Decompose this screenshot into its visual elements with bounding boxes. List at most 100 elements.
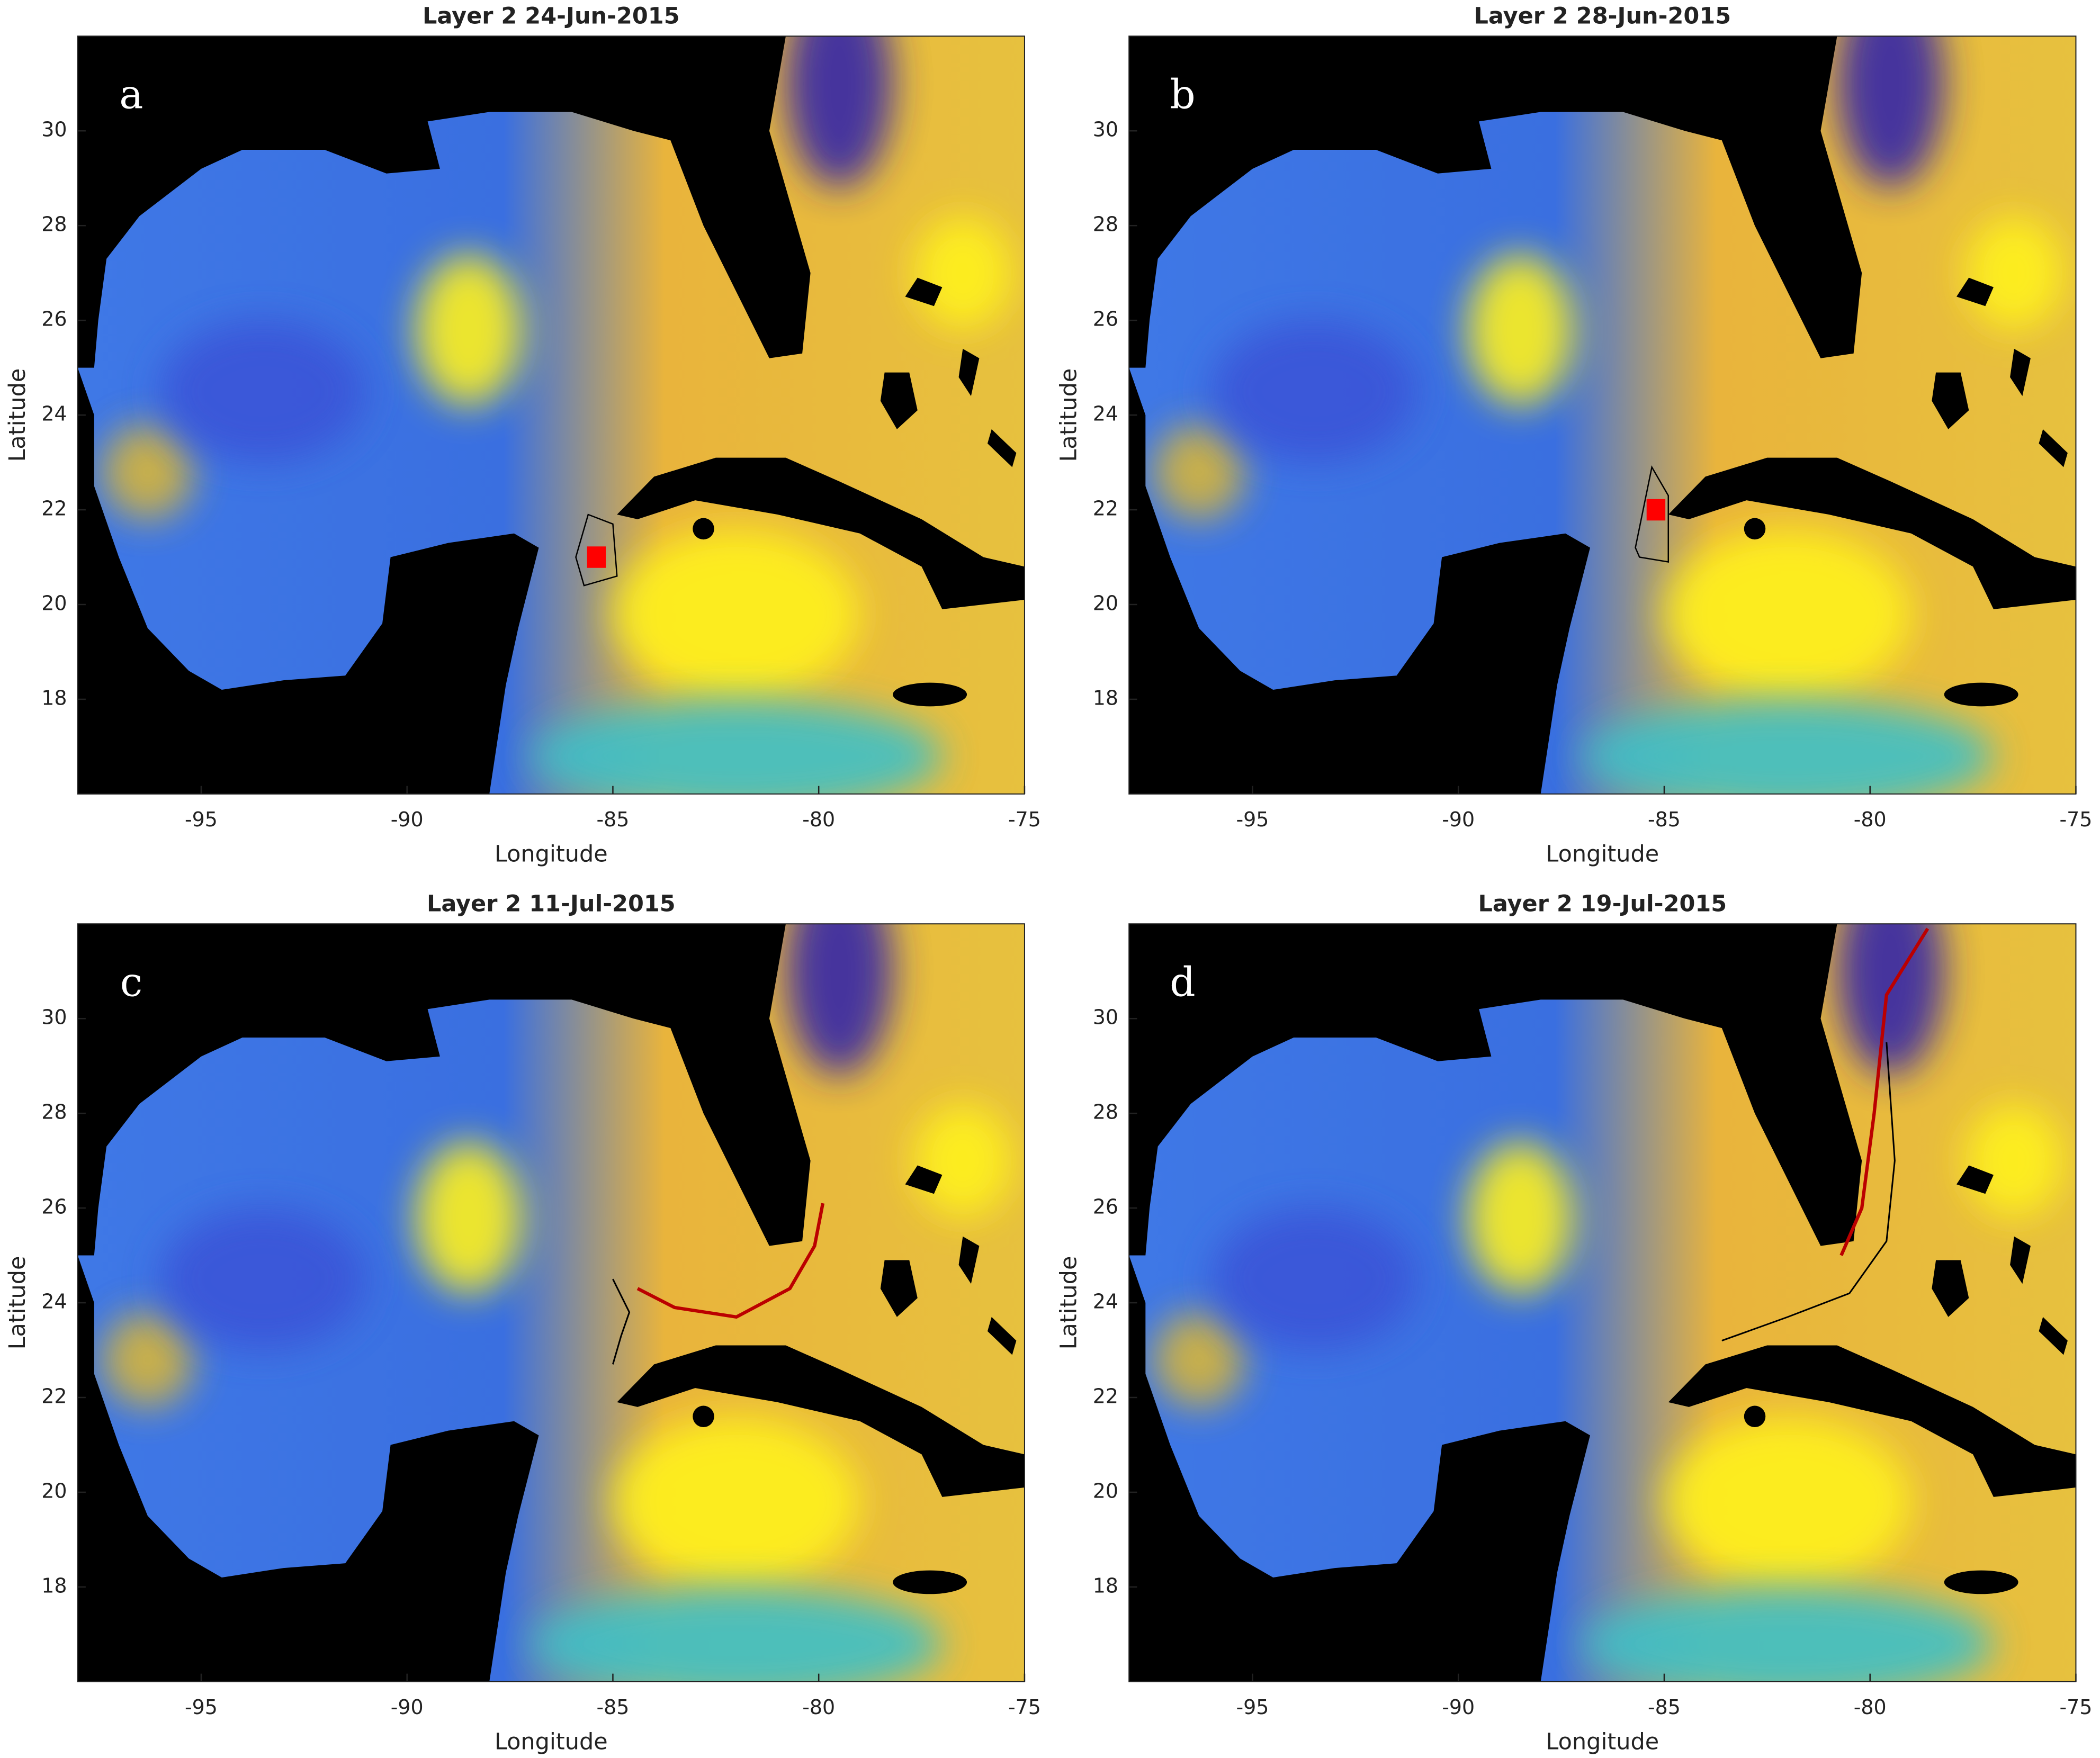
ocean-feature <box>1964 1104 2064 1218</box>
y-tick-label: 30 <box>41 118 67 141</box>
tracer <box>636 1203 825 1319</box>
x-tick-label: -85 <box>1648 1696 1681 1719</box>
x-tick-label: -85 <box>1648 808 1681 831</box>
panel-letter: c <box>120 959 142 1006</box>
land <box>880 372 918 429</box>
panel-title: Layer 2 24-Jun-2015 <box>423 3 680 29</box>
y-axis-label: Latitude <box>1055 368 1082 462</box>
x-tick-label: -90 <box>391 1696 424 1719</box>
land <box>693 518 714 540</box>
y-tick-label: 26 <box>1093 1195 1118 1219</box>
ocean-feature <box>102 424 193 519</box>
map-area <box>1129 36 2076 794</box>
panel-letter: b <box>1170 71 1196 118</box>
x-tick-label: -95 <box>185 1696 218 1719</box>
land <box>77 1255 539 1682</box>
panel-title: Layer 2 11-Jul-2015 <box>427 890 676 917</box>
ocean-feature <box>1964 216 2064 330</box>
map-panel: -95 -90 -85 -80 -75 18 20 22 24 26 28 30 Layer 2 24-… <box>4 3 1041 868</box>
y-tick-label: 24 <box>1093 1290 1118 1313</box>
y-axis-label: Latitude <box>4 368 31 462</box>
land <box>958 1236 980 1284</box>
y-tick-label: 20 <box>41 1479 67 1502</box>
x-axis-label: Longitude <box>1546 841 1659 868</box>
contour <box>1635 465 1670 563</box>
x-tick-label: -85 <box>596 808 629 831</box>
ocean-feature <box>1466 1141 1574 1294</box>
x-tick-label: -80 <box>802 1696 835 1719</box>
x-tick-label: -95 <box>1236 1696 1269 1719</box>
ocean-feature <box>1582 1586 1994 1682</box>
y-tick-label: 18 <box>1093 686 1118 709</box>
land <box>880 1260 918 1317</box>
tracer <box>1646 499 1666 521</box>
contour <box>1721 1042 1896 1342</box>
contour <box>575 513 618 587</box>
y-tick-label: 18 <box>1093 1574 1118 1597</box>
land <box>617 1345 1025 1497</box>
ocean-feature <box>1153 1312 1244 1407</box>
y-axis-label: Latitude <box>4 1256 31 1350</box>
y-tick-label: 22 <box>41 497 67 520</box>
land <box>893 682 967 707</box>
ocean-feature <box>1837 36 1944 188</box>
x-tick-label: -75 <box>1008 1696 1041 1719</box>
y-tick-label: 24 <box>41 1290 67 1313</box>
land <box>987 1317 1017 1355</box>
land <box>2039 1317 2068 1355</box>
land <box>2010 348 2031 396</box>
ocean-feature <box>102 1312 193 1407</box>
panel-title: Layer 2 19-Jul-2015 <box>1478 890 1727 917</box>
land <box>958 348 980 396</box>
ocean-feature <box>1211 1208 1417 1350</box>
panel-title: Layer 2 28-Jun-2015 <box>1474 3 1731 29</box>
land <box>2039 429 2068 467</box>
x-tick-label: -90 <box>391 808 424 831</box>
ocean-feature <box>1664 528 1911 699</box>
ocean-feature <box>1211 320 1417 463</box>
map-panel: -95 -90 -85 -80 -75 18 20 22 24 26 28 30 Layer 2 11-… <box>4 890 1041 1755</box>
y-tick-label: 20 <box>41 591 67 615</box>
land <box>1944 1570 2018 1594</box>
ocean-feature <box>1582 699 1994 794</box>
land <box>77 36 811 368</box>
y-tick-label: 26 <box>41 308 67 331</box>
y-tick-label: 18 <box>41 686 67 709</box>
ocean-feature <box>786 924 893 1076</box>
panel-letter: d <box>1170 959 1196 1006</box>
ocean-feature <box>613 528 860 699</box>
y-tick-label: 18 <box>41 1574 67 1597</box>
x-axis-label: Longitude <box>495 841 608 868</box>
land <box>1744 518 1766 540</box>
y-tick-label: 22 <box>1093 497 1118 520</box>
land <box>1129 36 1862 368</box>
x-tick-label: -85 <box>596 1696 629 1719</box>
land <box>1744 1405 1766 1428</box>
land <box>693 1405 714 1428</box>
x-tick-label: -75 <box>2059 808 2092 831</box>
x-tick-label: -80 <box>1854 808 1887 831</box>
land <box>987 429 1017 467</box>
y-axis-label: Latitude <box>1055 1256 1082 1350</box>
panel-letter: a <box>119 71 143 118</box>
ocean-feature <box>415 1141 523 1294</box>
land <box>1932 372 1969 429</box>
y-tick-label: 26 <box>1093 308 1118 331</box>
land <box>905 1165 943 1194</box>
land <box>2010 1236 2031 1284</box>
x-axis-label: Longitude <box>495 1729 608 1755</box>
x-tick-label: -95 <box>1236 808 1269 831</box>
y-tick-label: 22 <box>1093 1384 1118 1408</box>
y-tick-label: 24 <box>1093 402 1118 426</box>
y-tick-label: 20 <box>1093 591 1118 615</box>
map-panel: -95 -90 -85 -80 -75 18 20 22 24 26 28 30 Layer 2 19-… <box>1055 890 2092 1755</box>
tracer <box>1839 927 1930 1256</box>
x-axis-label: Longitude <box>1546 1729 1659 1755</box>
land <box>1932 1260 1969 1317</box>
ocean-feature <box>1837 924 1944 1076</box>
ocean-feature <box>913 1104 1012 1218</box>
ocean-feature <box>1664 1416 1911 1587</box>
land <box>1944 682 2018 707</box>
ocean-feature <box>1153 424 1244 519</box>
